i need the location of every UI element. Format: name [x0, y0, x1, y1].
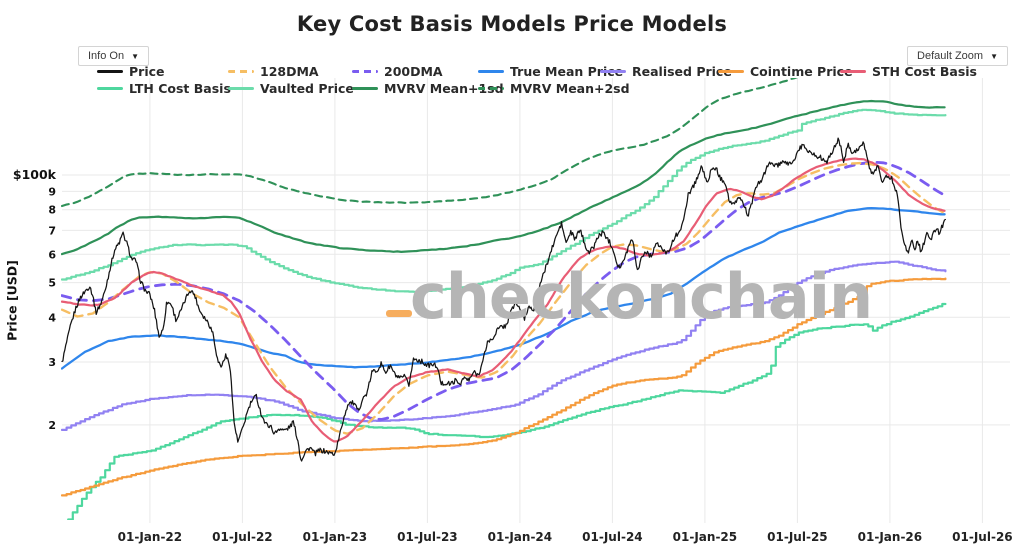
legend-item-mvrv-mean-1sd[interactable]: MVRV Mean+1sd	[352, 81, 504, 96]
legend-label: 128DMA	[260, 64, 319, 79]
x-tick-label: 01-Jul-24	[582, 530, 642, 544]
y-axis-title: Price [USD]	[4, 260, 20, 341]
chevron-down-icon: ▼	[990, 51, 998, 61]
legend-item-price[interactable]: Price	[97, 64, 228, 79]
legend-item-lth-cost-basis[interactable]: LTH Cost Basis	[97, 81, 231, 96]
y-tick-label: $100k	[13, 167, 57, 182]
y-tick-label: 7	[48, 224, 56, 237]
zoom-preset-label: Default Zoom	[917, 50, 984, 62]
y-tick-label: 9	[48, 185, 56, 198]
x-tick-label: 01-Jan-26	[858, 530, 922, 544]
128dma-swatch-icon	[228, 70, 254, 73]
chevron-down-icon: ▼	[131, 51, 139, 61]
mvrv-mean-2sd-swatch-icon	[478, 87, 504, 90]
legend-row: Price 128DMA 200DMA True Mean Price Realised…	[97, 63, 977, 80]
true-mean-price-swatch-icon	[478, 70, 504, 73]
vaulted-price-line	[61, 108, 947, 294]
lth-cost-basis-swatch-icon	[97, 87, 123, 90]
legend-item-realised-price[interactable]: Realised Price	[600, 64, 732, 79]
x-tick-label: 01-Jan-24	[488, 530, 552, 544]
mvrv-mean-1sd-swatch-icon	[352, 87, 378, 90]
x-tick-label: 01-Jul-23	[397, 530, 457, 544]
mvrv-mean-1sd-line	[61, 99, 946, 256]
price-swatch-icon	[97, 70, 123, 73]
x-tick-label: 01-Jan-23	[303, 530, 367, 544]
page-title: Key Cost Basis Models Price Models	[296, 12, 728, 36]
legend-label: Vaulted Price	[260, 81, 354, 96]
true-mean-price-line	[61, 207, 946, 370]
y-tick-label: 8	[48, 204, 56, 217]
legend-label: LTH Cost Basis	[129, 81, 231, 96]
realised-price-swatch-icon	[600, 70, 626, 73]
legend-label: 200DMA	[384, 64, 443, 79]
vaulted-price-swatch-icon	[228, 87, 254, 90]
legend-label: Price	[129, 64, 165, 79]
x-tick-label: 01-Jul-22	[212, 530, 272, 544]
lth-cost-basis-line	[67, 302, 947, 520]
zoom-preset-dropdown[interactable]: Default Zoom ▼	[907, 46, 1008, 66]
cointime-price-line	[61, 277, 947, 497]
x-tick-label: 01-Jan-22	[118, 530, 182, 544]
legend-item-200dma[interactable]: 200DMA	[352, 64, 478, 79]
chart-legend: Price 128DMA 200DMA True Mean Price Realised…	[97, 63, 977, 97]
legend-item-cointime-price[interactable]: Cointime Price	[718, 64, 853, 79]
y-tick-label: 3	[48, 356, 56, 369]
y-tick-label: 6	[48, 248, 56, 261]
legend-label: MVRV Mean+1sd	[384, 81, 504, 96]
legend-label: True Mean Price	[510, 64, 624, 79]
info-toggle-label: Info On	[88, 50, 125, 62]
legend-label: Cointime Price	[750, 64, 853, 79]
legend-label: MVRV Mean+2sd	[510, 81, 630, 96]
sth-cost-basis-line	[61, 157, 946, 443]
legend-row: LTH Cost Basis Vaulted Price MVRV Mean+1sd…	[97, 80, 970, 97]
cointime-price-swatch-icon	[718, 70, 744, 73]
legend-item-sth-cost-basis[interactable]: STH Cost Basis	[840, 64, 977, 79]
price-line	[61, 137, 947, 462]
y-tick-label: 2	[48, 419, 56, 432]
200dma-swatch-icon	[352, 70, 378, 73]
y-tick-label: 4	[48, 311, 56, 324]
128dma-line	[61, 161, 946, 435]
info-toggle-dropdown[interactable]: Info On ▼	[78, 46, 149, 66]
x-tick-label: 01-Jan-25	[673, 530, 737, 544]
y-tick-label: 5	[48, 277, 56, 290]
legend-item-mvrv-mean-2sd[interactable]: MVRV Mean+2sd	[478, 81, 630, 96]
x-tick-label: 01-Jul-25	[767, 530, 827, 544]
realised-price-line	[61, 260, 947, 431]
x-tick-label: 01-Jul-26	[952, 530, 1012, 544]
legend-label: STH Cost Basis	[872, 64, 977, 79]
sth-cost-basis-swatch-icon	[840, 70, 866, 73]
legend-item-true-mean-price[interactable]: True Mean Price	[478, 64, 623, 79]
legend-label: Realised Price	[632, 64, 732, 79]
200dma-line	[61, 160, 946, 421]
legend-item-vaulted-price[interactable]: Vaulted Price	[228, 81, 354, 96]
legend-item-128dma[interactable]: 128DMA	[228, 64, 352, 79]
